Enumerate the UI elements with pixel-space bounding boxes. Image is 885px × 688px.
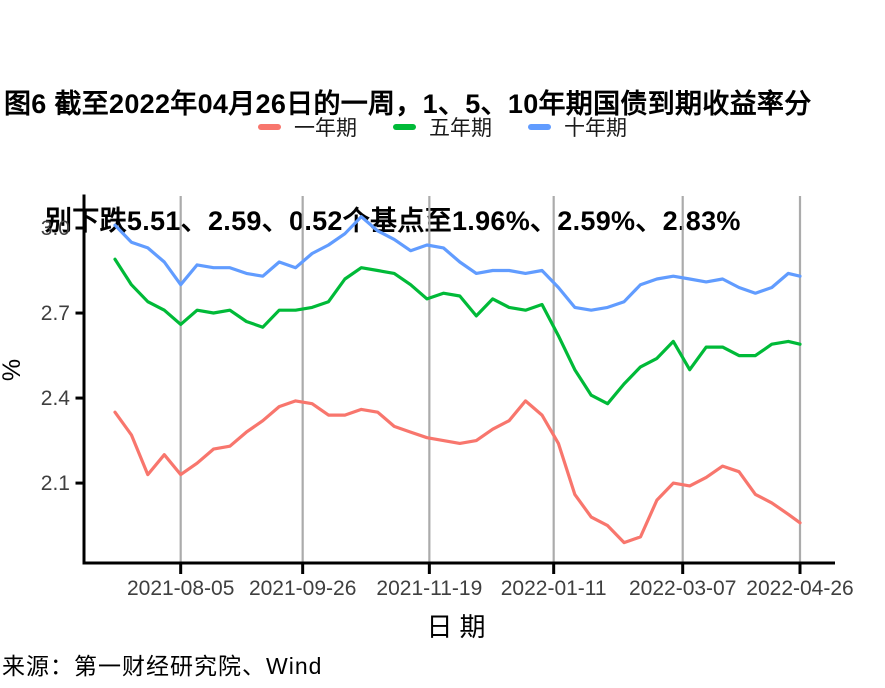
y-tick-label: 3.0 xyxy=(41,217,70,240)
series-2-line xyxy=(113,215,802,312)
x-tick-label: 2022-01-11 xyxy=(501,577,607,600)
legend-swatch-icon xyxy=(528,124,551,130)
legend-swatch-icon xyxy=(393,124,416,130)
y-axis-title: % xyxy=(0,358,26,382)
legend-item-2: 十年期 xyxy=(528,112,627,142)
source-note: 来源：第一财经研究院、Wind xyxy=(2,653,323,679)
legend-label: 一年期 xyxy=(294,117,357,140)
legend-item-1: 五年期 xyxy=(393,112,492,142)
x-axis-title: 日期 xyxy=(426,612,493,642)
y-tick-label: 2.7 xyxy=(41,302,70,325)
legend-item-0: 一年期 xyxy=(258,112,357,142)
series-1-line xyxy=(113,257,802,406)
y-tick-label: 2.4 xyxy=(41,387,71,410)
y-tick-label: 2.1 xyxy=(41,472,70,495)
legend-label: 五年期 xyxy=(429,117,492,140)
figure-title-line-2: 别下跌5.51、2.59、0.52个基点至1.96%、2.59%、2.83% xyxy=(45,206,741,236)
legend-swatch-icon xyxy=(258,124,281,130)
x-tick-label: 2021-08-05 xyxy=(127,577,234,600)
x-tick-label: 2021-09-26 xyxy=(249,577,356,600)
axes xyxy=(82,194,835,565)
x-gridlines xyxy=(179,196,802,563)
legend-label: 十年期 xyxy=(564,117,627,140)
x-axis-ticks: 2021-08-05 2021-09-26 2021-11-19 2022-01-11… xyxy=(127,564,854,600)
series-0-line xyxy=(113,399,802,545)
chart-legend: 一年期 五年期 十年期 xyxy=(0,113,885,141)
figure-title-line-1: 图6 截至2022年04月26日的一周，1、5、10年期国债到期收益率分 xyxy=(4,89,812,119)
x-tick-label: 2022-03-07 xyxy=(629,577,736,600)
y-axis-ticks: 2.1 2.4 2.7 3.0 xyxy=(41,217,84,495)
figure-title: 图6 截至2022年04月26日的一周，1、5、10年期国债到期收益率分 别下跌… xyxy=(4,7,883,319)
x-tick-label: 2021-11-19 xyxy=(376,577,482,600)
x-tick-label: 2022-04-26 xyxy=(746,577,853,600)
